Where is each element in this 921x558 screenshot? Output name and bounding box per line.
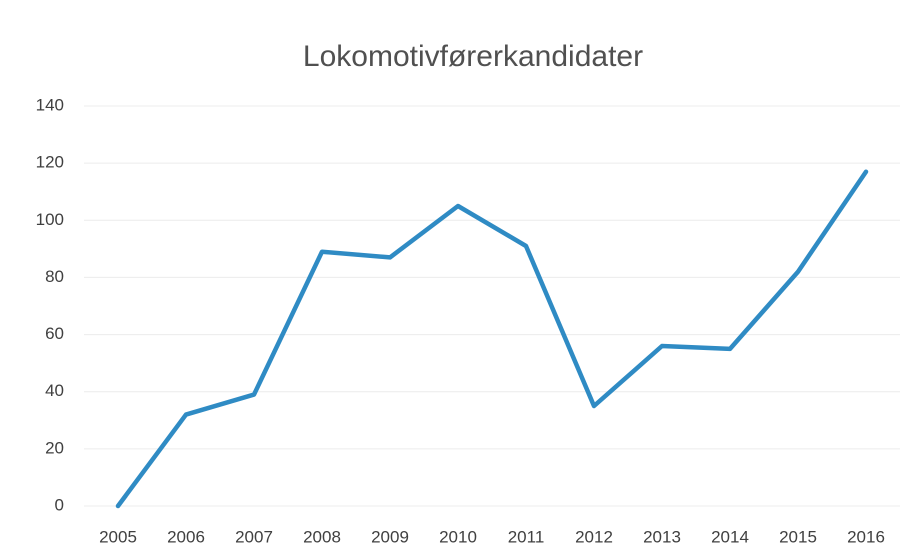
x-tick-label: 2016	[847, 527, 885, 546]
y-tick-label: 20	[45, 438, 64, 457]
x-tick-label: 2015	[779, 527, 817, 546]
x-tick-label: 2014	[711, 527, 749, 546]
y-tick-label: 40	[45, 381, 64, 400]
chart-title: Lokomotivførerkandidater	[303, 40, 643, 73]
x-tick-label: 2006	[167, 527, 205, 546]
x-tick-label: 2009	[371, 527, 409, 546]
x-tick-label: 2005	[99, 527, 137, 546]
x-tick-label: 2008	[303, 527, 341, 546]
x-tick-label: 2010	[439, 527, 477, 546]
x-tick-label: 2011	[508, 527, 545, 546]
y-tick-label: 0	[55, 495, 64, 514]
x-tick-label: 2012	[575, 527, 613, 546]
y-tick-label: 120	[36, 153, 64, 172]
y-tick-label: 100	[36, 210, 64, 229]
y-tick-label: 80	[45, 267, 64, 286]
data-line	[115, 169, 869, 509]
y-tick-label: 140	[36, 95, 64, 114]
y-tick-label: 60	[45, 324, 64, 343]
x-tick-label: 2007	[235, 527, 273, 546]
x-tick-label: 2013	[643, 527, 681, 546]
